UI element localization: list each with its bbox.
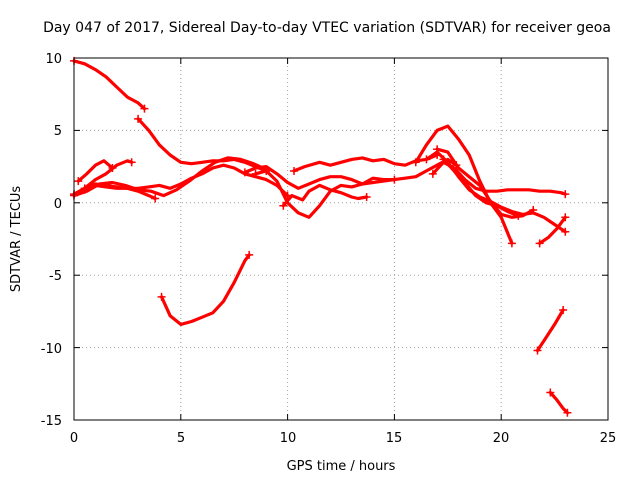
series-point-sat-h	[151, 194, 160, 203]
data-series	[70, 56, 572, 417]
series-point-sat-n	[561, 227, 570, 236]
axis-ticks	[73, 57, 609, 421]
series-point-sat-o	[561, 190, 570, 199]
x-tick-label-5: 5	[177, 431, 185, 446]
series-line-sat-o	[431, 160, 567, 196]
series-line-sat-h	[83, 183, 157, 201]
series-point-sat-t	[563, 408, 572, 417]
series-point-sat-n	[422, 155, 431, 164]
series-point-sat-p	[529, 206, 538, 215]
series-line-sat-p	[435, 147, 535, 219]
series-point-sat-s	[559, 305, 568, 314]
x-tick-label-15: 15	[386, 431, 403, 446]
plot-frame	[73, 57, 609, 421]
y-tick-label-neg5: -5	[49, 269, 62, 284]
y-tick-label-5: 5	[54, 124, 62, 139]
series-point-sat-j	[279, 201, 288, 210]
chart-title: Day 047 of 2017, Sidereal Day-to-day VTE…	[43, 20, 611, 36]
series-line-sat-d	[72, 163, 290, 198]
y-tick-label-neg15: -15	[41, 414, 62, 429]
y-axis-label: SDTVAR / TECUs	[9, 186, 24, 293]
series-point-sat-c	[157, 292, 166, 301]
series-line-sat-k	[243, 165, 396, 190]
series-point-sat-r	[535, 239, 544, 248]
series-point-sat-g	[74, 177, 83, 186]
x-tick-label-25: 25	[600, 431, 617, 446]
series-line-sat-j	[281, 183, 369, 208]
series-line-sat-e	[72, 156, 268, 198]
series-line-sat-c	[160, 253, 251, 326]
x-axis-label: GPS time / hours	[287, 459, 396, 474]
series-line-sat-r	[537, 215, 567, 245]
series-line-sat-q	[441, 157, 520, 218]
grid	[74, 58, 608, 420]
series-point-sat-k	[390, 175, 399, 184]
x-tick-label-0: 0	[70, 431, 78, 446]
series-point-sat-s	[533, 346, 542, 355]
series-point-sat-m	[411, 158, 420, 167]
series-point-sat-t	[546, 388, 555, 397]
series-line-sat-i	[254, 157, 458, 219]
series-point-sat-f	[127, 158, 136, 167]
series-point-sat-a	[140, 104, 149, 113]
series-point-sat-q	[439, 155, 448, 164]
series-point-sat-l	[290, 166, 299, 175]
series-point-sat-r	[561, 213, 570, 222]
series-line-sat-f	[83, 159, 134, 190]
x-tick-label-10: 10	[280, 431, 297, 446]
y-tick-label-0: 0	[54, 197, 62, 212]
series-point-sat-o	[428, 169, 437, 178]
series-point-sat-h	[80, 185, 89, 194]
series-point-sat-i	[251, 169, 260, 178]
series-line-sat-s	[535, 308, 565, 353]
series-line-sat-t	[548, 390, 570, 415]
y-tick-label-10: 10	[45, 52, 62, 67]
series-point-sat-j	[362, 193, 371, 202]
x-tick-label-20: 20	[493, 431, 510, 446]
series-line-sat-g	[76, 159, 115, 183]
series-point-sat-g	[108, 164, 117, 173]
series-point-sat-k	[240, 168, 249, 177]
series-point-sat-m	[507, 239, 516, 248]
y-tick-label-neg10: -10	[41, 342, 62, 357]
series-point-sat-p	[433, 145, 442, 154]
series-line-sat-a	[72, 59, 147, 111]
series-point-sat-c	[245, 250, 254, 259]
series-point-sat-q	[514, 211, 523, 220]
series-point-sat-b	[134, 114, 143, 123]
